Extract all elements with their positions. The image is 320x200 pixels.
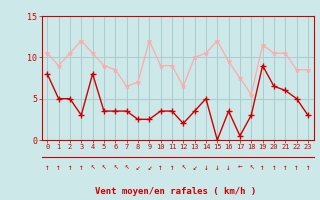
Text: ↖: ↖ — [90, 162, 95, 171]
Text: ↑: ↑ — [158, 162, 163, 171]
Text: ↖: ↖ — [102, 162, 106, 171]
Text: ↖: ↖ — [249, 162, 253, 171]
Text: ↑: ↑ — [272, 162, 276, 171]
Text: Vent moyen/en rafales ( km/h ): Vent moyen/en rafales ( km/h ) — [95, 188, 257, 196]
Text: ↑: ↑ — [79, 162, 84, 171]
Text: ←: ← — [238, 162, 242, 171]
Text: ↙: ↙ — [147, 162, 152, 171]
Text: ↖: ↖ — [181, 162, 186, 171]
Text: ↑: ↑ — [260, 162, 265, 171]
Text: ↙: ↙ — [192, 162, 197, 171]
Text: ↓: ↓ — [226, 162, 231, 171]
Text: ↑: ↑ — [68, 162, 72, 171]
Text: ↑: ↑ — [170, 162, 174, 171]
Text: ↑: ↑ — [306, 162, 310, 171]
Text: ↖: ↖ — [124, 162, 129, 171]
Text: ↓: ↓ — [204, 162, 208, 171]
Text: ↓: ↓ — [215, 162, 220, 171]
Text: ↖: ↖ — [113, 162, 117, 171]
Text: ↑: ↑ — [283, 162, 288, 171]
Text: ↑: ↑ — [56, 162, 61, 171]
Text: ↙: ↙ — [136, 162, 140, 171]
Text: ↑: ↑ — [294, 162, 299, 171]
Text: ↑: ↑ — [45, 162, 50, 171]
